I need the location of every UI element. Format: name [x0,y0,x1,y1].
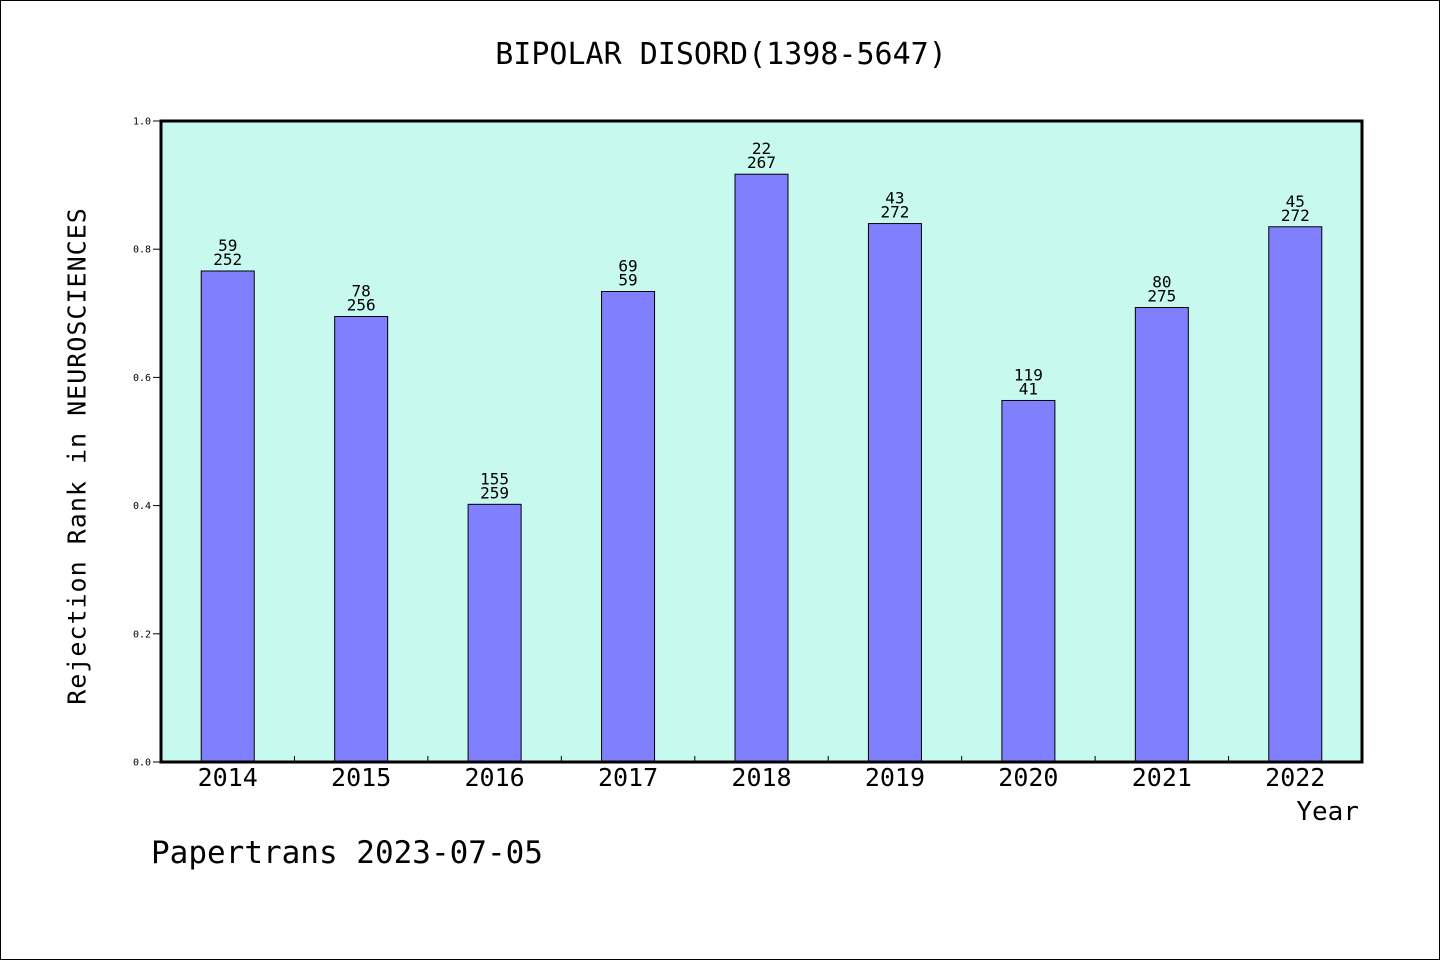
y-tick-label-1: 0.2 [133,629,151,640]
x-axis-label: Year [1296,797,1359,827]
bar-label-top-2014: 59 [218,236,237,255]
bar-labels-group: 5925278256155259695922267432721194180275… [213,139,1309,502]
bar-label-bottom-2021: 275 [1147,287,1176,306]
bar-2020 [1001,399,1056,763]
bar-label-bottom-2017: 59 [618,271,637,290]
x-tick-label-2014: 2014 [198,763,258,792]
y-tick-label-3: 0.6 [133,373,151,384]
y-tick-label-0: 0.0 [133,758,151,769]
x-tick-label-2020: 2020 [998,763,1058,792]
bar-2018 [734,173,789,763]
bar-2022 [1268,226,1323,763]
bar-label-top-2016: 155 [480,469,509,488]
bar-2015 [334,316,389,763]
bar-2017 [601,291,656,763]
x-tick-label-2019: 2019 [865,763,925,792]
chart-title: BIPOLAR DISORD(1398-5647) [495,37,947,72]
bar-label-bottom-2016: 259 [480,483,509,502]
x-ticks-group: 2014 2015 2016 2017 2018 2019 2020 2021 2022 [198,756,1325,792]
bar-2019 [867,223,922,763]
x-tick-label-2016: 2016 [465,763,525,792]
bar-label-top-2020: 119 [1014,365,1043,384]
x-tick-label-2015: 2015 [331,763,391,792]
footer-watermark: Papertrans 2023-07-05 [151,835,543,871]
bar-label-bottom-2014: 252 [213,250,242,269]
y-tick-label-5: 1.0 [133,117,151,128]
bar-label-top-2017: 69 [618,257,637,276]
bar-label-top-2015: 78 [352,282,371,301]
bar-label-bottom-2015: 256 [347,296,376,315]
bar-label-bottom-2018: 267 [747,153,776,172]
bar-label-bottom-2022: 272 [1281,206,1310,225]
bar-2021 [1134,307,1189,763]
plot-border [159,119,1364,764]
bar-label-bottom-2019: 272 [880,203,909,222]
bar-label-top-2022: 45 [1286,192,1305,211]
bar-label-top-2018: 22 [752,139,771,158]
y-tick-label-2: 0.4 [133,501,151,512]
bar-2014 [200,270,255,763]
bars-group [200,173,1323,763]
bar-label-top-2021: 80 [1152,273,1171,292]
bar-2016 [467,503,522,763]
x-tick-label-2017: 2017 [598,763,658,792]
x-tick-label-2018: 2018 [731,763,791,792]
x-tick-label-2021: 2021 [1132,763,1192,792]
bar-label-bottom-2020: 41 [1019,379,1038,398]
y-tick-label-4: 0.8 [133,245,151,256]
y-ticks-group: 0.0 0.2 0.4 0.6 0.8 1.0 [133,117,161,769]
x-tick-label-2022: 2022 [1265,763,1325,792]
bar-label-top-2019: 43 [885,189,904,208]
